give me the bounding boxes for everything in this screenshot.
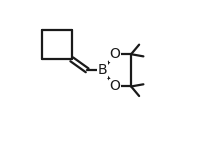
Text: B: B: [98, 63, 107, 77]
Text: O: O: [110, 47, 120, 61]
Text: O: O: [110, 79, 120, 93]
